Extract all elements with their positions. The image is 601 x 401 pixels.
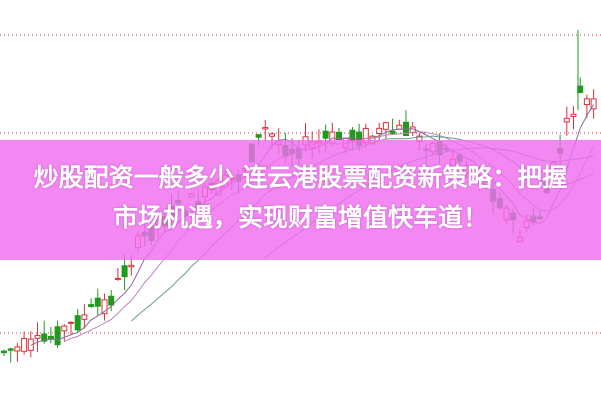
candle-body [269, 133, 275, 137]
candle-body [322, 130, 329, 139]
candle-body [389, 130, 396, 134]
candle-body [128, 264, 135, 268]
candle-body [94, 297, 101, 307]
candle-body [563, 117, 570, 123]
candle-body [68, 321, 74, 324]
candle-body [262, 127, 269, 130]
candle-body [61, 325, 68, 332]
title-banner [0, 140, 601, 260]
candle-body [382, 122, 389, 130]
candle-body [81, 314, 88, 320]
candle-body [376, 127, 383, 135]
candle-body [74, 315, 81, 331]
article-title: 炒股配资一般多少 连云港股票配资新策略：把握 市场机遇，实现财富增值快车道！ [0, 158, 601, 238]
candle-body [1, 350, 7, 354]
candle-body [54, 326, 61, 346]
candle-body [121, 265, 128, 278]
title-line-2: 市场机遇，实现财富增值快车道！ [112, 203, 488, 232]
title-line-1: 炒股配资一般多少 连云港股票配资新策略：把握 [33, 163, 568, 192]
candle-body [14, 346, 21, 352]
candle-body [108, 295, 115, 306]
candle-body [336, 131, 342, 140]
candle-body [590, 98, 597, 110]
candle-body [21, 337, 28, 352]
candle-body [88, 304, 95, 308]
candle-body [101, 299, 108, 315]
candle-body [255, 134, 262, 138]
candle-body [7, 348, 14, 351]
candle-body [41, 333, 48, 342]
candle-body [114, 277, 121, 280]
candle-body [47, 335, 54, 340]
candle-body [570, 113, 577, 117]
candle-body [583, 98, 590, 106]
candle-body [34, 335, 41, 339]
